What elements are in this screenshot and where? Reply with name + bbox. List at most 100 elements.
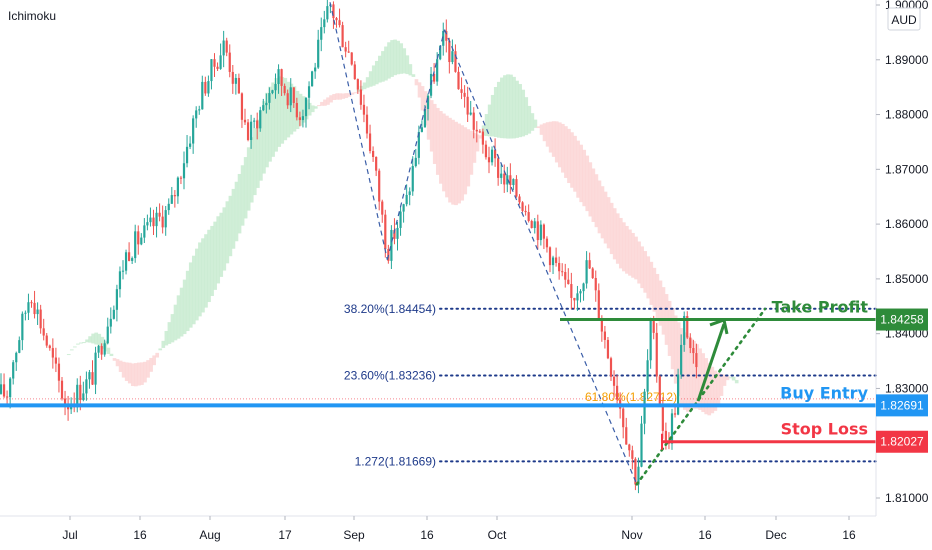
candle-body bbox=[439, 45, 442, 60]
x-tick-label: Jul bbox=[62, 528, 77, 542]
cloud-segment bbox=[155, 352, 160, 358]
indicator-label[interactable]: Ichimoku bbox=[8, 9, 56, 23]
cloud-segment bbox=[713, 370, 718, 411]
cloud-segment bbox=[378, 55, 382, 83]
candle-body bbox=[213, 59, 216, 67]
candle-body bbox=[335, 18, 338, 21]
candle-body bbox=[289, 87, 292, 106]
candle-body bbox=[457, 71, 460, 90]
cloud-segment bbox=[515, 80, 519, 138]
candle-body bbox=[573, 297, 576, 301]
candle-body bbox=[195, 110, 198, 119]
cloud-segment bbox=[615, 213, 620, 264]
cloud-segment bbox=[335, 93, 339, 100]
take-profit-price-tag[interactable] bbox=[876, 308, 928, 331]
candle-body bbox=[204, 81, 207, 94]
candle-body bbox=[436, 59, 439, 82]
candle-body bbox=[42, 328, 45, 336]
candle-body bbox=[246, 122, 250, 140]
cloud-segment bbox=[429, 100, 434, 152]
cloud-segment bbox=[573, 135, 577, 192]
candle-body bbox=[558, 262, 561, 272]
cloud-segment bbox=[698, 348, 702, 410]
target-arrow-shaft bbox=[696, 323, 726, 402]
candle-body bbox=[15, 352, 18, 363]
fib-level-label: 23.60%(1.83236) bbox=[344, 369, 436, 383]
x-tick-label: 17 bbox=[278, 528, 292, 542]
cloud-segment bbox=[548, 121, 553, 153]
cloud-segment bbox=[362, 82, 367, 90]
candle-body bbox=[545, 238, 549, 248]
cloud-segment bbox=[686, 336, 690, 412]
candle-body bbox=[295, 102, 298, 118]
candle-body bbox=[225, 40, 228, 53]
cloud-segment bbox=[140, 362, 144, 385]
candle-body bbox=[548, 247, 552, 266]
candle-body bbox=[298, 117, 301, 121]
cloud-segment bbox=[582, 149, 587, 207]
cloud-segment bbox=[658, 280, 663, 326]
candle-body bbox=[375, 156, 378, 171]
cloud-segment bbox=[612, 208, 617, 260]
candle-body bbox=[579, 291, 582, 294]
candle-body bbox=[332, 4, 335, 19]
cloud-segment bbox=[432, 103, 437, 164]
cloud-segment bbox=[414, 79, 419, 86]
cloud-segment bbox=[347, 93, 352, 97]
ichimoku-cloud bbox=[66, 39, 739, 416]
cloud-segment bbox=[719, 373, 724, 396]
cloud-segment bbox=[426, 96, 431, 140]
candle-body bbox=[207, 81, 210, 94]
cloud-segment bbox=[359, 85, 364, 91]
cloud-segment bbox=[118, 360, 123, 372]
cloud-segment bbox=[228, 195, 233, 257]
cloud-segment bbox=[545, 122, 550, 147]
candle-body bbox=[21, 313, 24, 341]
buy-entry-price-tag[interactable] bbox=[876, 394, 928, 417]
swing-leg bbox=[444, 29, 638, 485]
stop-loss-price-tag-text: 1.82027 bbox=[880, 435, 924, 449]
cloud-segment bbox=[634, 236, 638, 280]
cloud-segment bbox=[609, 202, 614, 255]
currency-badge[interactable] bbox=[887, 7, 921, 31]
cloud-segment bbox=[292, 86, 297, 132]
candle-body bbox=[402, 204, 405, 212]
candle-body bbox=[27, 302, 30, 313]
cloud-segment bbox=[91, 333, 95, 344]
candle-body bbox=[454, 51, 457, 72]
cloud-segment bbox=[240, 165, 245, 226]
candle-body bbox=[396, 227, 399, 239]
candle-body bbox=[250, 121, 253, 140]
candle-body bbox=[338, 20, 341, 26]
cloud-segment bbox=[222, 207, 227, 271]
target-arrow-head bbox=[709, 318, 729, 335]
candle-body bbox=[222, 40, 225, 56]
time-axis[interactable]: Jul 16 Aug 17 Sep 16 Oct Nov 16 Dec 16 bbox=[62, 516, 856, 542]
candle-body bbox=[259, 110, 262, 129]
cloud-segment bbox=[341, 93, 346, 99]
cloud-segment bbox=[210, 225, 214, 296]
cloud-segment bbox=[509, 74, 513, 139]
cloud-segment bbox=[530, 113, 535, 131]
cloud-segment bbox=[585, 155, 590, 212]
candle-body bbox=[652, 319, 655, 333]
take-profit-label: Take Profit bbox=[772, 298, 869, 317]
candle-body bbox=[594, 277, 597, 291]
price-axis[interactable]: 1.810001.820001.830001.840001.850001.860… bbox=[876, 0, 929, 505]
stop-loss-price-tag[interactable] bbox=[876, 430, 928, 453]
candle-body bbox=[442, 30, 445, 46]
candle-body bbox=[576, 293, 579, 301]
candle-body bbox=[582, 283, 585, 292]
cloud-segment bbox=[625, 225, 629, 274]
candle-body bbox=[88, 372, 91, 380]
candle-body bbox=[612, 376, 616, 386]
cloud-segment bbox=[673, 315, 678, 384]
cloud-segment bbox=[191, 255, 196, 325]
cloud-segment bbox=[216, 216, 221, 284]
cloud-segment bbox=[188, 262, 193, 328]
cloud-segment bbox=[506, 74, 510, 139]
cloud-segment bbox=[323, 99, 327, 106]
candle-body bbox=[176, 177, 179, 197]
cloud-segment bbox=[643, 251, 648, 293]
cloud-segment bbox=[435, 107, 440, 175]
